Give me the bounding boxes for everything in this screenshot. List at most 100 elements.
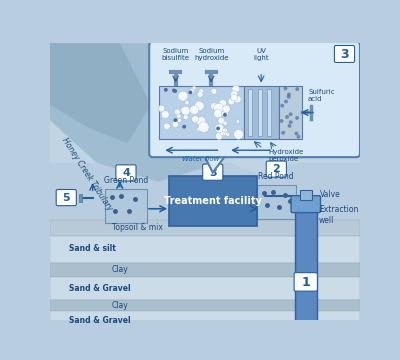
Circle shape xyxy=(210,103,217,109)
Circle shape xyxy=(190,105,199,114)
Bar xyxy=(248,89,252,136)
Circle shape xyxy=(288,124,292,128)
Text: Sulfuric
acid: Sulfuric acid xyxy=(308,89,335,102)
Circle shape xyxy=(199,89,204,94)
Text: Sand & silt: Sand & silt xyxy=(69,244,116,253)
Circle shape xyxy=(222,110,228,117)
Circle shape xyxy=(216,126,220,130)
Text: 3: 3 xyxy=(209,167,216,177)
Circle shape xyxy=(232,85,240,93)
Text: 2: 2 xyxy=(272,165,280,175)
Circle shape xyxy=(236,120,240,123)
FancyBboxPatch shape xyxy=(56,189,76,206)
Circle shape xyxy=(281,131,285,135)
Circle shape xyxy=(230,91,238,98)
FancyBboxPatch shape xyxy=(266,161,286,177)
Text: Sand & Gravel: Sand & Gravel xyxy=(69,284,131,293)
Circle shape xyxy=(284,86,287,90)
Circle shape xyxy=(192,116,199,123)
Circle shape xyxy=(215,124,224,133)
Text: Red Pond: Red Pond xyxy=(258,172,294,181)
Circle shape xyxy=(287,93,291,96)
Circle shape xyxy=(161,111,169,118)
FancyBboxPatch shape xyxy=(116,165,136,181)
Circle shape xyxy=(231,94,237,101)
Text: Water flow: Water flow xyxy=(182,156,220,162)
FancyBboxPatch shape xyxy=(291,195,320,213)
Circle shape xyxy=(222,129,226,132)
Circle shape xyxy=(216,132,223,140)
Bar xyxy=(50,300,360,311)
FancyBboxPatch shape xyxy=(295,209,317,336)
Circle shape xyxy=(173,89,177,93)
Circle shape xyxy=(280,104,284,108)
Circle shape xyxy=(223,121,227,125)
Bar xyxy=(158,86,244,139)
Circle shape xyxy=(219,127,228,136)
Circle shape xyxy=(158,105,165,112)
Text: UV
light: UV light xyxy=(253,48,269,61)
Polygon shape xyxy=(50,43,151,143)
Circle shape xyxy=(294,132,298,135)
Text: 5: 5 xyxy=(62,193,70,203)
Polygon shape xyxy=(50,43,220,182)
Circle shape xyxy=(194,101,204,111)
FancyBboxPatch shape xyxy=(168,176,257,226)
Bar xyxy=(50,220,360,320)
Text: Clay: Clay xyxy=(112,265,129,274)
Circle shape xyxy=(172,121,178,127)
Bar xyxy=(50,220,360,236)
Bar xyxy=(279,86,302,139)
Text: 1: 1 xyxy=(301,276,310,289)
Circle shape xyxy=(183,114,188,120)
Circle shape xyxy=(174,109,180,115)
Text: Treatment facility: Treatment facility xyxy=(164,196,262,206)
FancyBboxPatch shape xyxy=(149,42,360,157)
Circle shape xyxy=(189,89,194,94)
Circle shape xyxy=(182,125,186,129)
Circle shape xyxy=(224,132,227,136)
Text: Topsoil & mix: Topsoil & mix xyxy=(112,224,163,233)
Bar xyxy=(50,311,360,330)
Circle shape xyxy=(284,100,288,103)
Bar xyxy=(79,194,82,202)
Circle shape xyxy=(231,95,238,102)
Circle shape xyxy=(234,95,241,103)
Circle shape xyxy=(218,117,225,124)
Text: 4: 4 xyxy=(122,168,130,178)
Text: Sodium
bisulfite: Sodium bisulfite xyxy=(162,48,190,61)
Polygon shape xyxy=(50,43,360,174)
Circle shape xyxy=(164,123,170,130)
Bar xyxy=(244,86,279,139)
Bar xyxy=(267,89,271,136)
Circle shape xyxy=(181,106,190,115)
Text: Clay: Clay xyxy=(112,301,129,310)
Circle shape xyxy=(197,127,201,131)
Circle shape xyxy=(219,100,226,107)
Text: Hydroxide
peroxide: Hydroxide peroxide xyxy=(268,149,304,162)
Circle shape xyxy=(222,105,230,113)
Text: Valve: Valve xyxy=(320,190,340,199)
Text: Extraction
well: Extraction well xyxy=(319,205,358,225)
Circle shape xyxy=(295,116,299,120)
Circle shape xyxy=(197,92,203,98)
Circle shape xyxy=(280,119,284,123)
Circle shape xyxy=(226,132,230,136)
Circle shape xyxy=(188,90,192,94)
FancyBboxPatch shape xyxy=(203,164,223,180)
Text: 3: 3 xyxy=(340,48,349,61)
Circle shape xyxy=(228,98,235,105)
Text: Honey Creek Tribulary: Honey Creek Tribulary xyxy=(60,136,114,212)
Circle shape xyxy=(214,103,224,113)
Circle shape xyxy=(289,120,293,124)
Circle shape xyxy=(172,89,176,93)
Circle shape xyxy=(287,95,291,99)
Circle shape xyxy=(192,86,196,90)
Circle shape xyxy=(223,113,227,117)
FancyBboxPatch shape xyxy=(257,185,296,219)
Circle shape xyxy=(211,88,217,94)
Circle shape xyxy=(285,115,289,119)
Bar xyxy=(50,263,360,276)
Circle shape xyxy=(234,130,244,139)
Polygon shape xyxy=(205,157,224,172)
